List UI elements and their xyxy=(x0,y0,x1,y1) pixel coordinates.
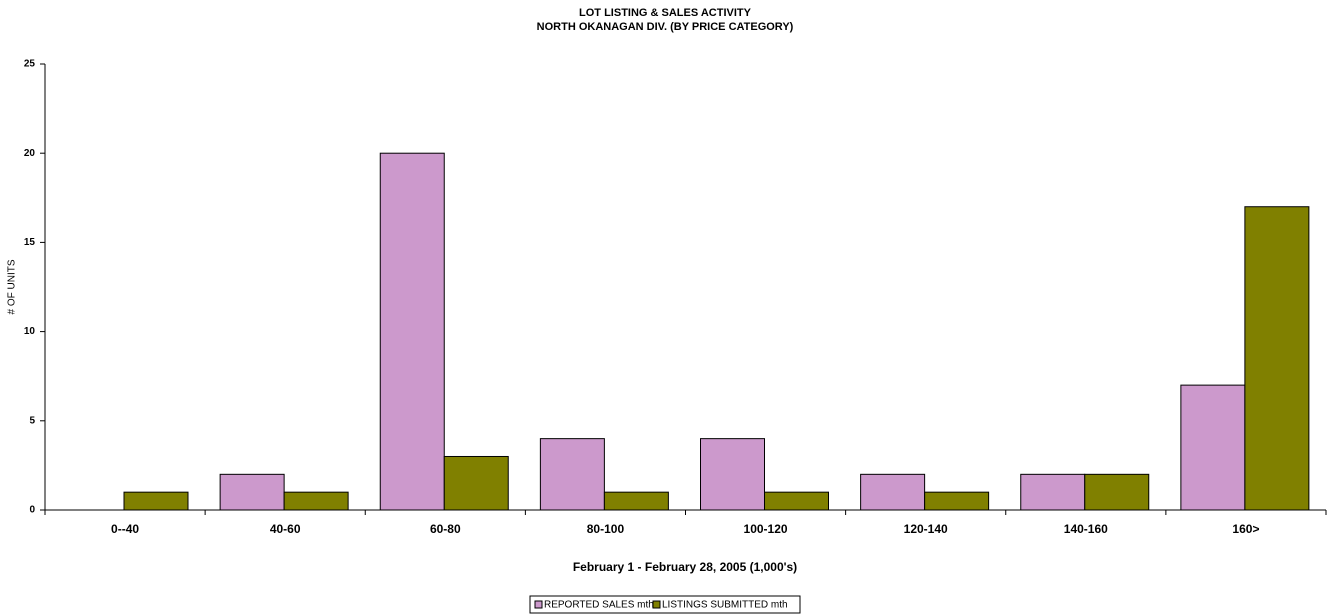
legend-label: REPORTED SALES mth xyxy=(544,600,654,611)
bar xyxy=(219,473,285,511)
x-tick-label: 140-160 xyxy=(1064,522,1108,536)
bar xyxy=(123,491,189,511)
bar xyxy=(379,152,445,511)
bar xyxy=(539,438,605,511)
x-tick-label: 80-100 xyxy=(587,522,625,536)
bar xyxy=(860,473,926,511)
x-tick-label: 0--40 xyxy=(111,522,139,536)
bar xyxy=(924,491,990,511)
bar xyxy=(1244,206,1310,511)
bar xyxy=(1180,384,1246,511)
bar xyxy=(603,491,669,511)
x-tick-label: 100-120 xyxy=(744,522,788,536)
bar xyxy=(1020,473,1086,511)
legend-swatch xyxy=(534,600,543,609)
y-tick-label: 5 xyxy=(29,415,35,426)
x-tick-label: 120-140 xyxy=(904,522,948,536)
bar xyxy=(443,455,509,511)
chart-subtitle: NORTH OKANAGAN DIV. (BY PRICE CATEGORY) xyxy=(537,21,794,33)
y-tick-label: 20 xyxy=(24,148,36,159)
legend-label: LISTINGS SUBMITTED mth xyxy=(662,600,788,611)
x-tick-label: 60-80 xyxy=(430,522,461,536)
bar xyxy=(700,438,765,511)
x-tick-label: 40-60 xyxy=(270,522,301,536)
y-tick-label: 10 xyxy=(24,326,36,337)
legend-swatch xyxy=(652,600,661,609)
chart-title: LOT LISTING & SALES ACTIVITY xyxy=(579,7,752,19)
y-tick-label: 15 xyxy=(24,237,36,248)
bar xyxy=(1084,473,1150,511)
bar xyxy=(283,491,349,511)
x-tick-label: 160> xyxy=(1232,522,1259,536)
bar xyxy=(764,491,829,511)
y-axis-label: # OF UNITS xyxy=(7,259,18,314)
y-tick-label: 0 xyxy=(29,505,35,516)
y-tick-label: 25 xyxy=(24,59,36,70)
x-axis-label: February 1 - February 28, 2005 (1,000's) xyxy=(573,560,797,574)
legend-box xyxy=(529,595,801,614)
